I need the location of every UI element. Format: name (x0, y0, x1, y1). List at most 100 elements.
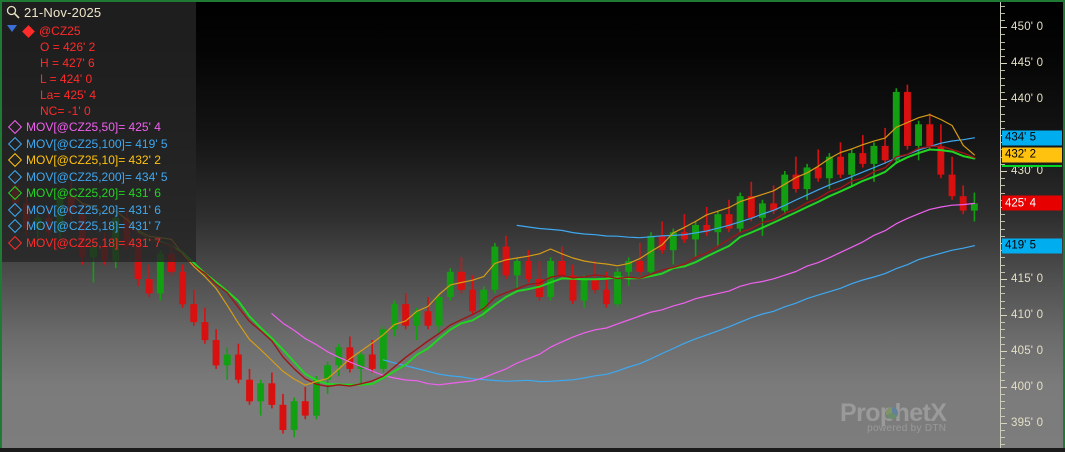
axis-tick (1001, 99, 1007, 101)
axis-tick (1001, 444, 1005, 446)
indicator-row-7[interactable]: MOV[@CZ25,18]= 431' 7 (2, 235, 196, 252)
axis-tick (1001, 358, 1005, 360)
axis-label: 395' 0 (1011, 416, 1044, 429)
axis-tick (1001, 422, 1007, 424)
axis-tick (1001, 437, 1005, 439)
axis-tick (1001, 214, 1005, 216)
quote-symbol-row[interactable]: @CZ25 (2, 23, 196, 39)
axis-tick (1001, 48, 1005, 50)
axis-label: 415' 0 (1011, 272, 1044, 285)
watermark-name: ProphetX (840, 399, 947, 427)
axis-tick (1001, 430, 1005, 432)
axis-tick (1001, 350, 1007, 352)
axis-tick (1001, 314, 1007, 316)
axis-tick (1001, 278, 1007, 280)
last-price-tag[interactable]: 425' 4 (1002, 195, 1062, 211)
watermark-tagline: powered by DTN (867, 423, 947, 434)
prophetx-watermark: ProphetX powered by DTN (840, 399, 947, 434)
chart-date: 21-Nov-2025 (24, 4, 102, 20)
axis-tick (1001, 336, 1005, 338)
axis-tick (1001, 235, 1005, 237)
axis-tick (1001, 300, 1005, 302)
axis-tick (1001, 163, 1005, 165)
moving-average-lines (70, 114, 976, 388)
axis-tick (1001, 386, 1007, 388)
axis-label: 445' 0 (1011, 57, 1044, 70)
diamond-outline-icon (7, 219, 23, 234)
axis-tick (1001, 185, 1005, 187)
indicator-row-6[interactable]: MOV[@CZ25,18]= 431' 7 (2, 218, 196, 235)
diamond-icon (22, 24, 35, 38)
axis-tick (1001, 408, 1005, 410)
axis-tick (1001, 77, 1005, 79)
axis-tick (1001, 394, 1005, 396)
axis-tick (1001, 84, 1005, 86)
axis-label: 400' 0 (1011, 380, 1044, 393)
ma20-price-line (1002, 165, 1062, 168)
indicator-label: MOV[@CZ25,10]= 432' 2 (26, 153, 161, 168)
quote-field-4: NC= -1' 0 (40, 104, 91, 118)
indicator-label: MOV[@CZ25,200]= 434' 5 (26, 169, 168, 184)
axis-tick (1001, 91, 1005, 93)
diamond-outline-icon (7, 153, 23, 168)
axis-tick (1001, 178, 1005, 180)
date-bar: 21-Nov-2025 (2, 2, 196, 22)
quote-field-0: O = 426' 2 (40, 40, 96, 54)
axis-tick (1001, 401, 1005, 403)
axis-tick (1001, 329, 1005, 331)
axis-tick (1001, 5, 1005, 7)
diamond-outline-icon (7, 120, 23, 135)
indicator-label: MOV[@CZ25,18]= 431' 7 (26, 235, 161, 250)
ma100-price-tag[interactable]: 419' 5 (1002, 238, 1062, 254)
diamond-outline-icon (7, 202, 23, 217)
ma10-price-tag[interactable]: 432' 2 (1002, 147, 1062, 163)
axis-tick (1001, 171, 1007, 173)
axis-tick (1001, 264, 1005, 266)
indicator-row-2[interactable]: MOV[@CZ25,10]= 432' 2 (2, 152, 196, 169)
axis-label: 440' 0 (1011, 93, 1044, 106)
axis-tick (1001, 379, 1005, 381)
axis-tick (1001, 257, 1005, 259)
axis-tick (1001, 41, 1005, 43)
quote-field-2: L = 424' 0 (40, 72, 93, 86)
indicator-label: MOV[@CZ25,20]= 431' 6 (26, 186, 161, 201)
indicator-row-5[interactable]: MOV[@CZ25,20]= 431' 6 (2, 202, 196, 219)
axis-tick (1001, 271, 1005, 273)
search-icon[interactable] (6, 5, 20, 19)
axis-tick (1001, 372, 1005, 374)
axis-tick (1001, 127, 1005, 129)
indicator-label: MOV[@CZ25,50]= 425' 4 (26, 120, 161, 135)
axis-label: 410' 0 (1011, 308, 1044, 321)
axis-tick (1001, 293, 1005, 295)
axis-tick (1001, 106, 1005, 108)
indicator-row-3[interactable]: MOV[@CZ25,200]= 434' 5 (2, 169, 196, 186)
diamond-outline-icon (7, 235, 23, 250)
axis-tick (1001, 55, 1005, 57)
axis-tick (1001, 34, 1005, 36)
chevron-down-icon[interactable] (7, 25, 17, 32)
diamond-outline-icon (7, 186, 23, 201)
axis-label: 450' 0 (1011, 21, 1044, 34)
indicator-row-0[interactable]: MOV[@CZ25,50]= 425' 4 (2, 119, 196, 136)
axis-label: 430' 0 (1011, 165, 1044, 178)
ma200-price-tag[interactable]: 434' 5 (1002, 130, 1062, 146)
legend-panel[interactable]: @CZ25 O = 426' 2 H = 427' 6 L = 424' 0 La= 4… (2, 2, 196, 262)
axis-tick (1001, 286, 1005, 288)
axis-tick (1001, 228, 1005, 230)
quote-field-3: La= 425' 4 (40, 88, 97, 102)
axis-tick (1001, 343, 1005, 345)
axis-tick (1001, 19, 1005, 21)
axis-label: 405' 0 (1011, 344, 1044, 357)
window-bottom-bar (0, 448, 1065, 452)
diamond-outline-icon (7, 169, 23, 184)
axis-tick (1001, 415, 1005, 417)
indicator-label: MOV[@CZ25,20]= 431' 6 (26, 202, 161, 217)
indicator-label: MOV[@CZ25,100]= 419' 5 (26, 136, 168, 151)
axis-tick (1001, 63, 1007, 65)
indicator-row-4[interactable]: MOV[@CZ25,20]= 431' 6 (2, 185, 196, 202)
indicator-row-1[interactable]: MOV[@CZ25,100]= 419' 5 (2, 136, 196, 153)
prophetx-logo-icon (886, 407, 898, 419)
axis-tick (1001, 120, 1005, 122)
price-axis[interactable]: 450' 0 445' 0 440' 0 430' 0 415' 0 410' 0 405'… (1000, 2, 1063, 448)
